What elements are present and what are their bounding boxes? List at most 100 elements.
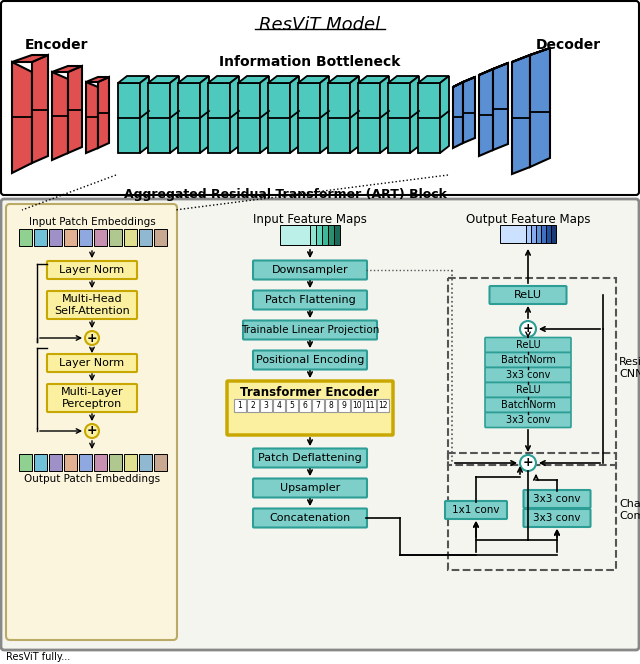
Polygon shape <box>170 76 179 153</box>
Bar <box>310 225 340 245</box>
Text: +: + <box>86 331 97 345</box>
FancyBboxPatch shape <box>243 321 377 339</box>
Bar <box>448 278 616 465</box>
Polygon shape <box>12 62 32 173</box>
Bar <box>530 225 556 243</box>
Bar <box>312 399 324 412</box>
Polygon shape <box>530 48 550 167</box>
Text: 9: 9 <box>342 401 346 410</box>
FancyBboxPatch shape <box>47 354 137 372</box>
Polygon shape <box>350 76 359 153</box>
Text: Input Patch Embeddings: Input Patch Embeddings <box>29 217 156 227</box>
Bar <box>234 399 246 412</box>
Polygon shape <box>208 76 239 83</box>
Polygon shape <box>418 83 440 153</box>
FancyBboxPatch shape <box>485 382 571 398</box>
Polygon shape <box>479 69 493 156</box>
Text: Upsampler: Upsampler <box>280 483 340 493</box>
Bar <box>299 399 311 412</box>
Polygon shape <box>32 55 48 163</box>
Bar <box>124 229 137 246</box>
Polygon shape <box>86 82 98 153</box>
Text: 10: 10 <box>352 401 362 410</box>
Bar <box>377 399 389 412</box>
Text: ReLU: ReLU <box>516 340 540 350</box>
Polygon shape <box>290 76 299 153</box>
Text: 5: 5 <box>289 401 294 410</box>
Text: Trainable Linear Projection: Trainable Linear Projection <box>241 325 379 335</box>
Text: Transformer Encoder: Transformer Encoder <box>241 386 380 398</box>
Bar <box>139 229 152 246</box>
Bar <box>64 229 77 246</box>
Polygon shape <box>86 77 109 82</box>
Bar <box>273 399 285 412</box>
Polygon shape <box>512 55 530 174</box>
Text: Information Bottleneck: Information Bottleneck <box>220 55 401 69</box>
Polygon shape <box>268 83 290 153</box>
Text: Layer Norm: Layer Norm <box>60 358 125 368</box>
Polygon shape <box>493 63 508 150</box>
Text: 8: 8 <box>328 401 333 410</box>
Polygon shape <box>512 48 550 62</box>
Bar <box>298 225 328 245</box>
Text: 3: 3 <box>264 401 268 410</box>
Text: Patch Flattening: Patch Flattening <box>264 295 355 305</box>
Polygon shape <box>358 76 389 83</box>
Bar <box>338 399 350 412</box>
Polygon shape <box>440 76 449 153</box>
Text: 3x3 conv: 3x3 conv <box>506 415 550 425</box>
Polygon shape <box>200 76 209 153</box>
Text: 2: 2 <box>251 401 255 410</box>
Text: Output Feature Maps: Output Feature Maps <box>466 213 590 226</box>
Polygon shape <box>268 76 299 83</box>
Bar <box>49 454 62 471</box>
FancyBboxPatch shape <box>524 490 591 508</box>
Polygon shape <box>52 66 82 72</box>
Circle shape <box>520 321 536 337</box>
Bar <box>109 454 122 471</box>
FancyBboxPatch shape <box>524 509 591 527</box>
Text: 3x3 conv: 3x3 conv <box>533 513 580 523</box>
Polygon shape <box>320 76 329 153</box>
Polygon shape <box>118 83 140 153</box>
Text: 4: 4 <box>276 401 282 410</box>
FancyBboxPatch shape <box>485 367 571 382</box>
Bar <box>139 454 152 471</box>
Polygon shape <box>453 77 475 87</box>
Polygon shape <box>208 83 230 153</box>
Text: Multi-Head
Self-Attention: Multi-Head Self-Attention <box>54 294 130 316</box>
Bar <box>34 454 47 471</box>
Bar <box>515 225 541 243</box>
FancyBboxPatch shape <box>253 291 367 309</box>
Bar <box>286 225 316 245</box>
Polygon shape <box>178 83 200 153</box>
FancyBboxPatch shape <box>253 260 367 280</box>
FancyBboxPatch shape <box>227 381 393 435</box>
Text: BatchNorm: BatchNorm <box>500 355 556 365</box>
Polygon shape <box>380 76 389 153</box>
Polygon shape <box>479 63 508 75</box>
Polygon shape <box>358 83 380 153</box>
Text: 1x1 conv: 1x1 conv <box>452 505 500 515</box>
Bar <box>49 229 62 246</box>
Circle shape <box>85 424 99 438</box>
FancyBboxPatch shape <box>253 351 367 369</box>
FancyBboxPatch shape <box>253 479 367 497</box>
Text: 11: 11 <box>365 401 375 410</box>
Bar <box>19 454 32 471</box>
Polygon shape <box>298 76 329 83</box>
FancyBboxPatch shape <box>485 337 571 353</box>
FancyBboxPatch shape <box>1 1 639 195</box>
Text: ResViT Model: ResViT Model <box>259 16 381 34</box>
Polygon shape <box>178 76 209 83</box>
Text: Decoder: Decoder <box>536 38 600 52</box>
Bar <box>260 399 272 412</box>
Text: Downsampler: Downsampler <box>272 265 348 275</box>
Polygon shape <box>98 77 109 148</box>
Text: BatchNorm: BatchNorm <box>500 400 556 410</box>
Text: Positional Encoding: Positional Encoding <box>256 355 364 365</box>
Text: +: + <box>86 424 97 438</box>
Bar <box>94 229 107 246</box>
Bar <box>500 225 526 243</box>
Text: Concatenation: Concatenation <box>269 513 351 523</box>
